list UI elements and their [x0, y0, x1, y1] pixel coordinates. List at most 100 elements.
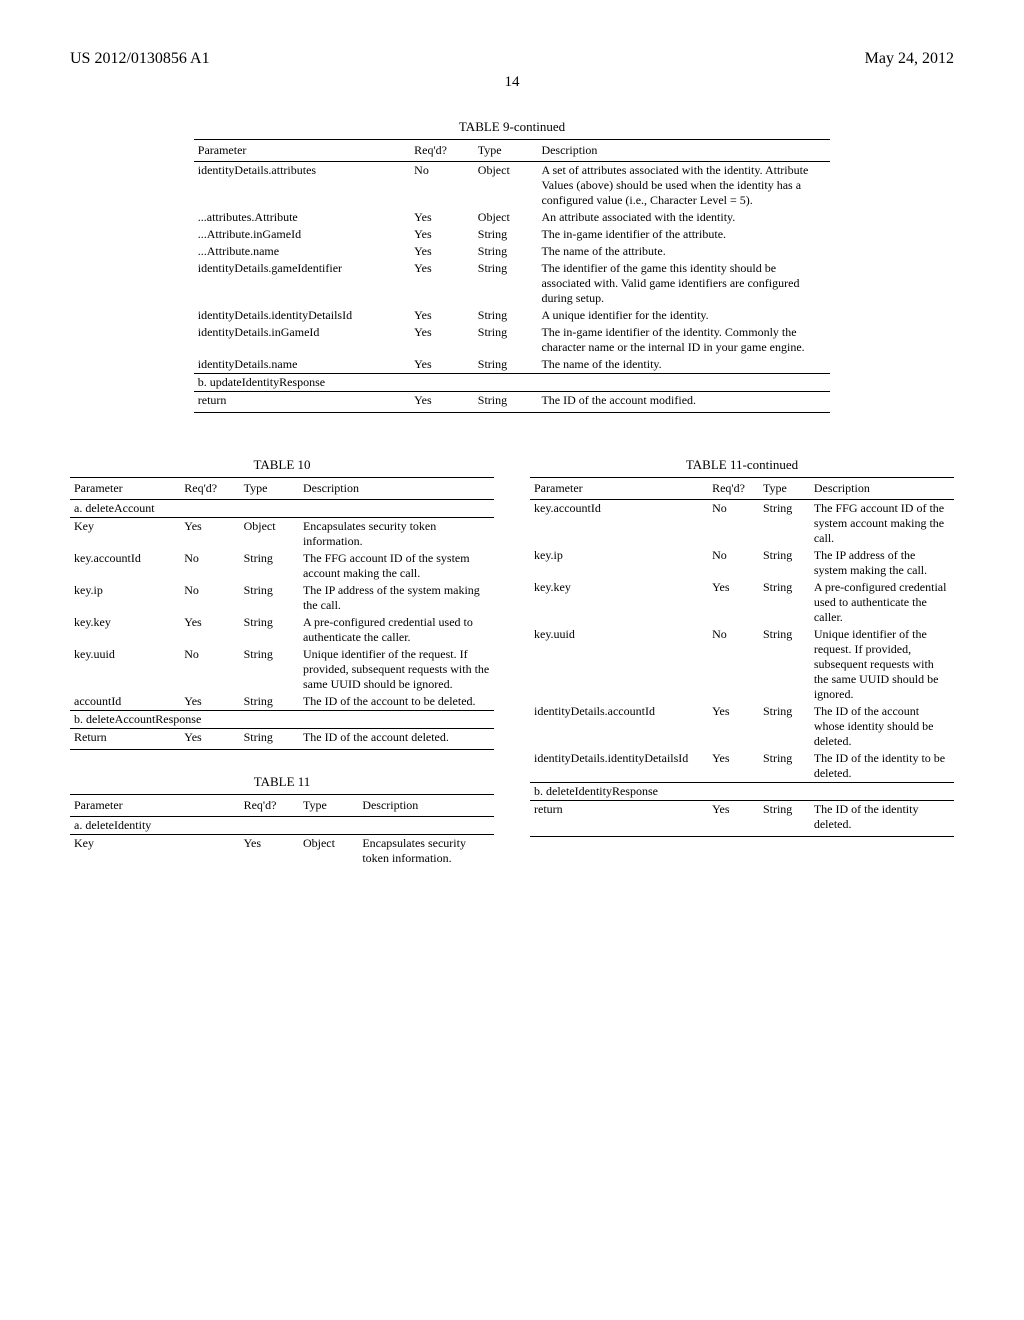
table-cell: The FFG account ID of the system account…	[810, 500, 954, 548]
table-cell: Yes	[410, 209, 474, 226]
table-section-label: a. deleteIdentity	[70, 817, 494, 835]
table11l-col-reqd: Req'd?	[240, 795, 299, 817]
table-cell: The IP address of the system making the …	[299, 582, 494, 614]
table11l-col-type: Type	[299, 795, 358, 817]
table-cell: ...attributes.Attribute	[194, 209, 410, 226]
table-cell: No	[708, 626, 759, 703]
table11r-col-parameter: Parameter	[530, 478, 708, 500]
table-cell: key.accountId	[70, 550, 180, 582]
table-row: returnYesStringThe ID of the account mod…	[194, 392, 830, 413]
table9-col-description: Description	[537, 140, 830, 162]
table-row: ...Attribute.inGameIdYesStringThe in-gam…	[194, 226, 830, 243]
table-cell: The in-game identifier of the identity. …	[537, 324, 830, 356]
table-cell: String	[474, 356, 538, 374]
table-section-label: b. updateIdentityResponse	[194, 374, 830, 392]
table-cell: Return	[70, 729, 180, 750]
table-cell: The ID of the account to be deleted.	[299, 693, 494, 711]
table-cell: No	[180, 550, 239, 582]
table-cell: Yes	[180, 729, 239, 750]
table-cell: Yes	[708, 801, 759, 837]
table10: Parameter Req'd? Type Description a. del…	[70, 477, 494, 750]
table-cell: String	[474, 324, 538, 356]
table-cell: String	[759, 801, 810, 837]
page-header: US 2012/0130856 A1 May 24, 2012	[70, 50, 954, 68]
table-cell: A unique identifier for the identity.	[537, 307, 830, 324]
table-section-label: b. deleteAccountResponse	[70, 711, 494, 729]
table-cell: key.accountId	[530, 500, 708, 548]
table-row: identityDetails.gameIdentifierYesStringT…	[194, 260, 830, 307]
publication-number: US 2012/0130856 A1	[70, 50, 210, 68]
table-cell: The ID of the account deleted.	[299, 729, 494, 750]
table-cell: The IP address of the system making the …	[810, 547, 954, 579]
table-cell: Yes	[410, 324, 474, 356]
table-cell: String	[240, 614, 299, 646]
table-cell: Encapsulates security token information.	[358, 835, 494, 868]
table-row: identityDetails.inGameIdYesStringThe in-…	[194, 324, 830, 356]
table-cell: Yes	[180, 518, 239, 551]
table-row: key.accountIdNoStringThe FFG account ID …	[530, 500, 954, 548]
table11-right-title: TABLE 11-continued	[530, 457, 954, 473]
table11r-col-type: Type	[759, 478, 810, 500]
table-row: returnYesStringThe ID of the identity de…	[530, 801, 954, 837]
table-row: key.ipNoStringThe IP address of the syst…	[530, 547, 954, 579]
table-cell: Yes	[410, 226, 474, 243]
table-cell: String	[474, 307, 538, 324]
table-cell: String	[474, 226, 538, 243]
table-cell: Yes	[240, 835, 299, 868]
table-cell: The identifier of the game this identity…	[537, 260, 830, 307]
table-cell: ...Attribute.inGameId	[194, 226, 410, 243]
table9-col-type: Type	[474, 140, 538, 162]
table-section-row: b. updateIdentityResponse	[194, 374, 830, 392]
table11-right: Parameter Req'd? Type Description key.ac…	[530, 477, 954, 837]
table-cell: Object	[474, 162, 538, 210]
table-cell: Yes	[708, 703, 759, 750]
table-cell: Object	[299, 835, 358, 868]
table-cell: A pre-configured credential used to auth…	[299, 614, 494, 646]
table-cell: String	[759, 750, 810, 783]
table-cell: An attribute associated with the identit…	[537, 209, 830, 226]
table11l-col-description: Description	[358, 795, 494, 817]
table-row: identityDetails.accountIdYesStringThe ID…	[530, 703, 954, 750]
table10-col-reqd: Req'd?	[180, 478, 239, 500]
table-cell: key.uuid	[530, 626, 708, 703]
table-cell: return	[194, 392, 410, 413]
table-cell: identityDetails.inGameId	[194, 324, 410, 356]
table-row: ReturnYesStringThe ID of the account del…	[70, 729, 494, 750]
table-cell: The ID of the account modified.	[537, 392, 830, 413]
publication-date: May 24, 2012	[865, 50, 954, 68]
table-row: identityDetails.attributesNoObjectA set …	[194, 162, 830, 210]
table-row: key.uuidNoStringUnique identifier of the…	[530, 626, 954, 703]
table9-title: TABLE 9-continued	[194, 119, 830, 135]
table-cell: The in-game identifier of the attribute.	[537, 226, 830, 243]
table-cell: The name of the attribute.	[537, 243, 830, 260]
table-cell: Yes	[410, 356, 474, 374]
table9-col-reqd: Req'd?	[410, 140, 474, 162]
table-section-label: a. deleteAccount	[70, 500, 494, 518]
table11-left-title: TABLE 11	[70, 774, 494, 790]
table-cell: Yes	[410, 392, 474, 413]
table-row: key.accountIdNoStringThe FFG account ID …	[70, 550, 494, 582]
table11r-col-reqd: Req'd?	[708, 478, 759, 500]
table-cell: The name of the identity.	[537, 356, 830, 374]
table-cell: The ID of the identity to be deleted.	[810, 750, 954, 783]
table-cell: identityDetails.identityDetailsId	[194, 307, 410, 324]
table-cell: The ID of the identity deleted.	[810, 801, 954, 837]
table-cell: identityDetails.accountId	[530, 703, 708, 750]
table-cell: String	[240, 582, 299, 614]
table9-wrap: TABLE 9-continued Parameter Req'd? Type …	[194, 119, 830, 413]
table11r-col-description: Description	[810, 478, 954, 500]
table-cell: key.uuid	[70, 646, 180, 693]
table-cell: Yes	[180, 693, 239, 711]
table-cell: Unique identifier of the request. If pro…	[299, 646, 494, 693]
table-cell: identityDetails.attributes	[194, 162, 410, 210]
table-cell: String	[240, 729, 299, 750]
table-cell: Yes	[180, 614, 239, 646]
table-cell: String	[759, 547, 810, 579]
table-row: key.keyYesStringA pre-configured credent…	[70, 614, 494, 646]
right-column: TABLE 11-continued Parameter Req'd? Type…	[530, 443, 954, 867]
table-cell: key.ip	[70, 582, 180, 614]
table-cell: Unique identifier of the request. If pro…	[810, 626, 954, 703]
table-cell: Yes	[708, 750, 759, 783]
table-cell: The ID of the account whose identity sho…	[810, 703, 954, 750]
table-section-row: b. deleteAccountResponse	[70, 711, 494, 729]
